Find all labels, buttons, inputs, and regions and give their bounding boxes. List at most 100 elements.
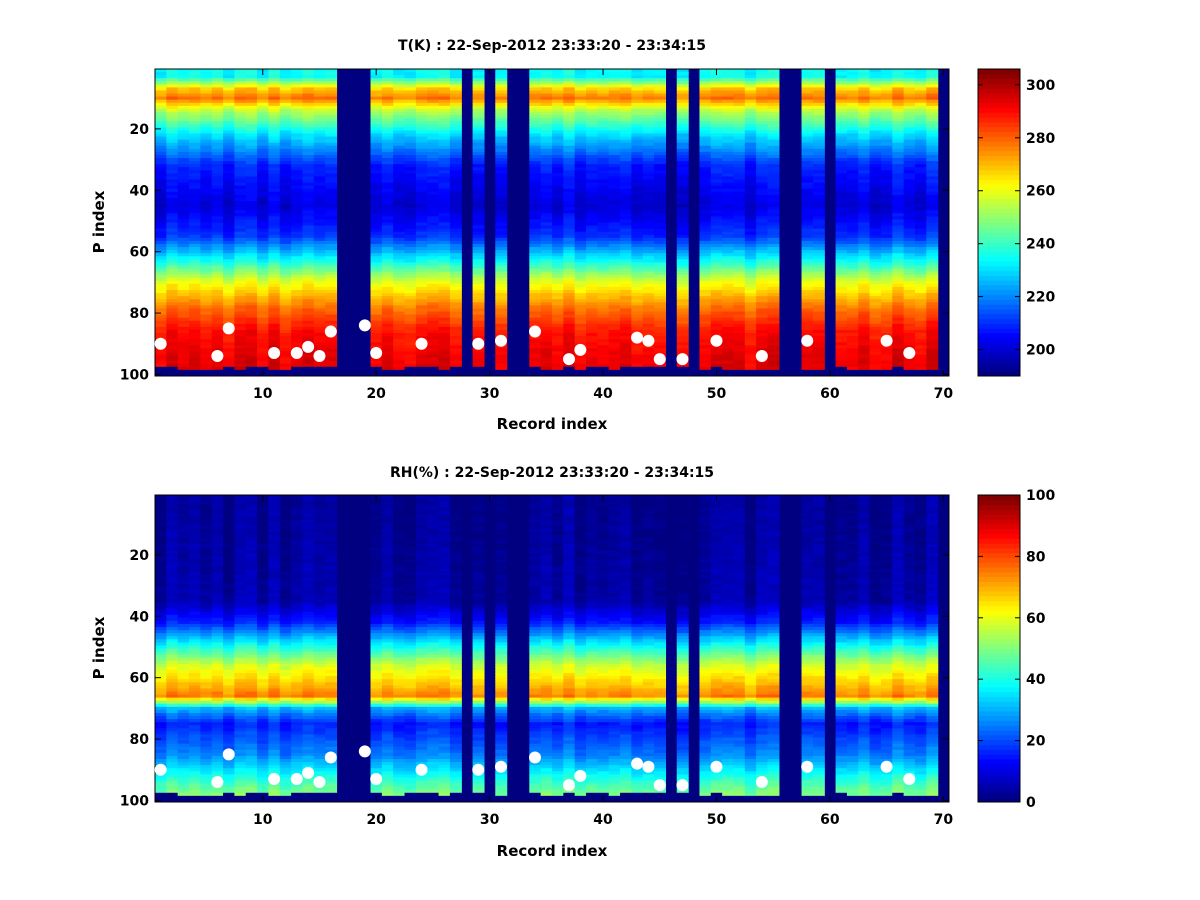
temperature-heatmap-cell (211, 237, 224, 242)
temperature-heatmap-cell (427, 179, 440, 184)
temperature-heatmap-cell (449, 118, 462, 122)
temperature-heatmap-cell (529, 87, 542, 92)
temperature-heatmap-cell (744, 311, 757, 316)
temperature-heatmap-cell (756, 130, 769, 135)
temperature-heatmap-cell (552, 265, 564, 270)
temperature-heatmap-cell (268, 268, 281, 273)
temperature-heatmap-cell (529, 118, 542, 122)
temperature-heatmap-cell (563, 277, 576, 282)
temperature-heatmap-cell (812, 336, 825, 340)
temperature-heatmap-cell (563, 78, 576, 82)
temperature-heatmap-cell (495, 188, 508, 193)
temperature-heatmap-cell (835, 81, 848, 85)
temperature-heatmap-cell (155, 158, 167, 162)
temperature-heatmap-cell (245, 314, 258, 319)
temperature-heatmap-cell (313, 360, 326, 365)
temperature-heatmap-cell (642, 308, 655, 313)
temperature-heatmap-cell (552, 111, 564, 116)
temperature-heatmap-cell (291, 323, 304, 328)
temperature-heatmap-cell (552, 345, 564, 349)
temperature-heatmap-cell (756, 247, 769, 251)
temperature-heatmap-cell (325, 342, 338, 346)
temperature-heatmap-cell (211, 90, 224, 95)
temperature-heatmap-cell (404, 228, 417, 233)
temperature-heatmap-cell (291, 280, 304, 285)
temperature-heatmap-cell (710, 243, 723, 248)
temperature-heatmap-cell (642, 102, 655, 107)
temperature-heatmap-cell (801, 115, 814, 119)
temperature-heatmap-cell (642, 293, 655, 297)
temperature-heatmap-cell (245, 127, 258, 131)
temperature-heatmap-cell (552, 201, 564, 205)
temperature-heatmap-cell (710, 329, 723, 334)
temperature-heatmap-cell (710, 290, 723, 294)
temperature-heatmap-cell (155, 256, 167, 260)
temperature-heatmap-cell (438, 305, 451, 310)
temperature-heatmap-cell (586, 262, 598, 267)
temperature-heatmap-cell (189, 268, 201, 273)
temperature-heatmap-cell (529, 274, 542, 279)
temperature-heatmap-cell (245, 121, 258, 125)
temperature-heatmap-cell (597, 311, 610, 316)
temperature-heatmap-cell (393, 314, 406, 319)
temperature-heatmap-cell (597, 201, 610, 205)
temperature-heatmap-cell (415, 179, 428, 184)
temperature-heatmap-cell (654, 256, 667, 260)
temperature-heatmap-cell (211, 127, 224, 131)
temperature-heatmap-cell (654, 142, 667, 147)
temperature-heatmap-cell (722, 302, 735, 306)
temperature-heatmap-cell (654, 170, 667, 174)
temperature-heatmap-cell (291, 225, 304, 230)
temperature-heatmap-cell (552, 268, 564, 273)
temperature-heatmap-cell (415, 240, 428, 245)
temperature-heatmap-cell (642, 259, 655, 264)
temperature-heatmap-cell (710, 87, 723, 92)
temperature-heatmap-cell (245, 283, 258, 288)
temperature-heatmap-cell (733, 145, 746, 150)
temperature-heatmap-cell (427, 256, 440, 260)
temperature-heatmap-cell (257, 201, 270, 205)
temperature-heatmap-cell (812, 96, 825, 101)
temperature-heatmap-cell (438, 72, 451, 76)
temperature-heatmap-cell (529, 225, 542, 230)
temperature-heatmap-cell (540, 237, 553, 242)
temperature-heatmap-cell (234, 96, 247, 101)
temperature-heatmap-cell (257, 234, 270, 239)
temperature-heatmap-cell (393, 256, 406, 260)
temperature-heatmap-cell (211, 265, 224, 270)
temperature-heatmap-cell (552, 139, 564, 144)
temperature-heatmap-cell (211, 191, 224, 196)
temperature-heatmap-cell (676, 204, 689, 208)
temperature-heatmap-cell (245, 96, 258, 101)
temperature-heatmap-cell (767, 213, 780, 217)
temperature-heatmap-cell (801, 124, 814, 128)
temperature-heatmap-cell (563, 299, 576, 303)
temperature-heatmap-cell (563, 136, 576, 141)
temperature-heatmap-cell (257, 262, 270, 267)
temperature-heatmap-cell (166, 121, 179, 125)
temperature-heatmap-cell (699, 280, 712, 285)
temperature-heatmap-cell (620, 345, 632, 349)
temperature-heatmap-cell (177, 176, 190, 181)
temperature-heatmap-cell (722, 274, 735, 279)
temperature-heatmap-cell (381, 167, 394, 171)
temperature-heatmap-cell (291, 286, 304, 291)
temperature-heatmap-cell (699, 161, 712, 165)
temperature-heatmap-cell (540, 354, 553, 359)
temperature-heatmap-cell (552, 102, 564, 107)
temperature-heatmap-cell (608, 253, 621, 257)
temperature-heatmap-cell (586, 96, 598, 101)
temperature-heatmap-cell (699, 213, 712, 217)
temperature-heatmap-cell (835, 118, 848, 122)
temperature-heatmap-cell (744, 293, 757, 297)
temperature-heatmap-cell (415, 225, 428, 230)
temperature-heatmap-column (370, 69, 383, 376)
temperature-heatmap-cell (234, 90, 247, 95)
temperature-heatmap-cell (835, 93, 848, 98)
temperature-heatmap-cell (302, 222, 315, 227)
temperature-heatmap-cell (642, 345, 655, 349)
temperature-heatmap-cell (189, 311, 201, 316)
temperature-heatmap-cell (313, 222, 326, 227)
temperature-heatmap-cell (438, 182, 451, 187)
temperature-heatmap-cell (756, 121, 769, 125)
